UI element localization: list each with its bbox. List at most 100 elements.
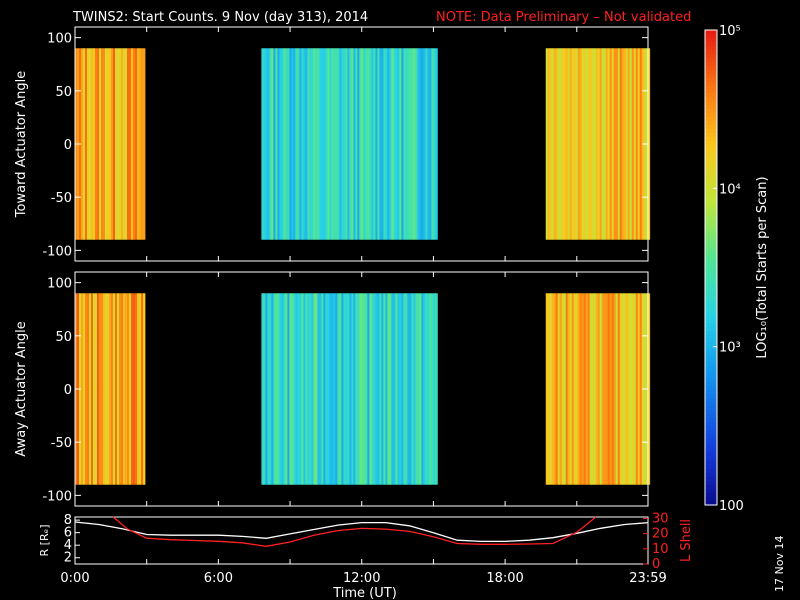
heatmap-column [133,293,136,485]
heatmap-column [295,48,298,240]
heatmap-column [355,293,358,485]
toward-panel: 100 50 0 -50 -100 Toward Actuator Angle [14,26,651,262]
heatmap-column [603,48,607,240]
heatmap-column [635,48,639,240]
heatmap-column [103,293,106,485]
heatmap-column [595,48,599,240]
heatmap-column [551,293,555,485]
colorbar-swatch [705,235,717,241]
heatmap-column [319,48,322,240]
heatmap-column [619,293,623,485]
colorbar-swatch [705,362,717,368]
heatmap-column [359,293,362,485]
colorbar-swatch [705,283,717,288]
heatmap-column [269,48,272,240]
heatmap-column [391,48,394,240]
colorbar-swatch [705,172,717,178]
heatmap-column [97,48,100,240]
x-tick-label: 12:00 [343,571,380,586]
heatmap-column [627,48,631,240]
heatmap-column [621,48,625,240]
colorbar-swatch [705,322,717,328]
heatmap-column [591,48,595,240]
heatmap-column [609,293,613,485]
heatmap-column [395,48,398,240]
heatmap-column [629,293,633,485]
heatmap-column [311,293,314,485]
heatmap-column [353,293,356,485]
y-tick-label: 50 [55,330,72,345]
heatmap-column [615,48,619,240]
colorbar-swatch [705,386,717,391]
x-tick-label: 0:00 [60,571,89,586]
heatmap-column [327,293,330,485]
colorbar-swatch [705,410,717,415]
heatmap-column [121,48,124,240]
colorbar-swatch [705,132,717,138]
heatmap-column [331,48,334,240]
colorbar-swatch [705,477,717,482]
colorbar-swatch [705,267,717,273]
heatmap-column [337,48,340,240]
heatmap-column [143,48,146,240]
heatmap-column [299,293,302,485]
heatmap-column [557,48,561,240]
heatmap-column [345,293,348,485]
y-tick-label-right: 10 [652,542,669,557]
heatmap-column [305,48,308,240]
colorbar-swatch [705,485,717,490]
heatmap-column [287,48,290,240]
heatmap-column [571,293,575,485]
colorbar-swatch [705,473,717,478]
colorbar-swatch [705,247,717,253]
heatmap-column [297,48,300,240]
heatmap-column [613,293,617,485]
colorbar-swatch [705,378,717,383]
heatmap-column [561,293,565,485]
colorbar-swatch [705,291,717,296]
heatmap-column [567,48,571,240]
heatmap-column [407,293,410,485]
heatmap-column [283,293,286,485]
colorbar-swatch [705,279,717,284]
heatmap-column [409,48,412,240]
heatmap-column [283,48,286,240]
heatmap-column [589,48,593,240]
colorbar-swatch [705,121,717,126]
heatmap-column [397,48,400,240]
colorbar-swatch [705,184,717,189]
heatmap-column [287,293,290,485]
heatmap-column [583,48,587,240]
heatmap-column [389,293,392,485]
heatmap-column [633,293,637,485]
heatmap-column [289,293,292,485]
colorbar-swatch [705,204,717,209]
heatmap-column [409,293,412,485]
heatmap-column [85,293,88,485]
heatmap-column [579,293,583,485]
colorbar-swatch [705,295,717,300]
heatmap-column [633,48,637,240]
heatmap-column [273,48,276,240]
heatmap-column [555,293,559,485]
heatmap-column [137,48,140,240]
heatmap-column [125,293,128,485]
heatmap-column [413,293,416,485]
heatmap-column [267,48,270,240]
heatmap-column [315,293,318,485]
heatmap-column [545,48,549,240]
heatmap-column [105,293,108,485]
heatmap-column [601,48,605,240]
heatmap-column [135,48,138,240]
heatmap-column [99,293,102,485]
heatmap-column [263,48,266,240]
colorbar-swatch [705,192,717,197]
heatmap-column [433,48,436,240]
colorbar-swatch [705,61,717,67]
heatmap-column [553,48,557,240]
colorbar-swatch [705,45,717,51]
heatmap-column [601,293,605,485]
colorbar-swatch [705,449,717,455]
colorbar-swatch [705,429,717,435]
